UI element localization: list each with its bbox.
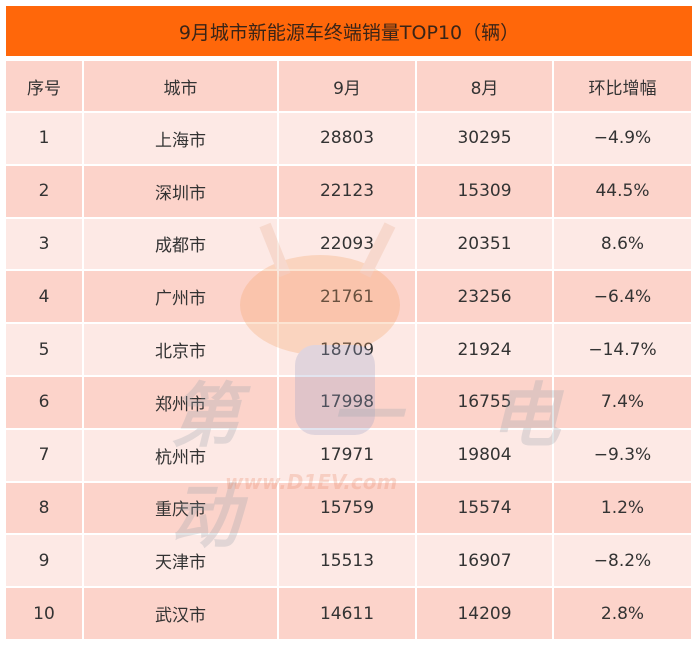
header-aug: 8月 <box>417 61 552 111</box>
cell-sep-sales: 17998 <box>279 376 415 428</box>
cell-aug-sales: 21924 <box>417 324 552 375</box>
header-rank: 序号 <box>6 61 82 111</box>
cell-sep-sales: 18709 <box>279 324 415 375</box>
header-sep: 9月 <box>279 61 415 111</box>
cell-mom-change: 44.5% <box>554 165 691 217</box>
cell-mom-change: 8.6% <box>554 218 691 270</box>
cell-aug-sales: 14209 <box>417 588 552 639</box>
cell-rank: 1 <box>6 113 82 164</box>
cell-city: 广州市 <box>84 271 277 323</box>
header-change: 环比增幅 <box>554 61 691 111</box>
cell-city: 北京市 <box>84 324 277 375</box>
cell-rank: 9 <box>6 535 82 587</box>
cell-sep-sales: 22123 <box>279 165 415 217</box>
cell-aug-sales: 23256 <box>417 271 552 323</box>
cell-mom-change: −8.2% <box>554 535 691 587</box>
cell-city: 深圳市 <box>84 165 277 217</box>
cell-rank: 8 <box>6 482 82 534</box>
table-row: 5 北京市 18709 21924 −14.7% <box>6 324 691 375</box>
cell-mom-change: −6.4% <box>554 271 691 323</box>
cell-city: 武汉市 <box>84 588 277 639</box>
cell-mom-change: 1.2% <box>554 482 691 534</box>
cell-city: 成都市 <box>84 218 277 270</box>
cell-mom-change: −9.3% <box>554 429 691 481</box>
sales-table: 序号 城市 9月 8月 环比增幅 1 上海市 28803 30295 −4.9% 2 深圳市… <box>4 59 693 641</box>
table-row: 6 郑州市 17998 16755 7.4% <box>6 376 691 428</box>
cell-sep-sales: 21761 <box>279 271 415 323</box>
table-row: 7 杭州市 17971 19804 −9.3% <box>6 429 691 481</box>
header-city: 城市 <box>84 61 277 111</box>
table-row: 2 深圳市 22123 15309 44.5% <box>6 165 691 217</box>
cell-mom-change: −4.9% <box>554 113 691 164</box>
table-row: 8 重庆市 15759 15574 1.2% <box>6 482 691 534</box>
cell-aug-sales: 30295 <box>417 113 552 164</box>
cell-rank: 4 <box>6 271 82 323</box>
cell-mom-change: 7.4% <box>554 376 691 428</box>
cell-rank: 3 <box>6 218 82 270</box>
cell-aug-sales: 16755 <box>417 376 552 428</box>
cell-mom-change: −14.7% <box>554 324 691 375</box>
cell-sep-sales: 14611 <box>279 588 415 639</box>
table-title: 9月城市新能源车终端销量TOP10（辆） <box>6 6 692 56</box>
cell-aug-sales: 16907 <box>417 535 552 587</box>
cell-sep-sales: 17971 <box>279 429 415 481</box>
table-row: 10 武汉市 14611 14209 2.8% <box>6 588 691 639</box>
cell-sep-sales: 15513 <box>279 535 415 587</box>
cell-sep-sales: 22093 <box>279 218 415 270</box>
table-row: 9 天津市 15513 16907 −8.2% <box>6 535 691 587</box>
cell-sep-sales: 15759 <box>279 482 415 534</box>
cell-aug-sales: 15309 <box>417 165 552 217</box>
cell-rank: 2 <box>6 165 82 217</box>
cell-city: 郑州市 <box>84 376 277 428</box>
cell-city: 重庆市 <box>84 482 277 534</box>
cell-sep-sales: 28803 <box>279 113 415 164</box>
cell-city: 天津市 <box>84 535 277 587</box>
cell-rank: 6 <box>6 376 82 428</box>
cell-rank: 7 <box>6 429 82 481</box>
cell-aug-sales: 20351 <box>417 218 552 270</box>
cell-rank: 5 <box>6 324 82 375</box>
cell-city: 上海市 <box>84 113 277 164</box>
table-row: 4 广州市 21761 23256 −6.4% <box>6 271 691 323</box>
cell-aug-sales: 15574 <box>417 482 552 534</box>
cell-city: 杭州市 <box>84 429 277 481</box>
table-row: 3 成都市 22093 20351 8.6% <box>6 218 691 270</box>
table-row: 1 上海市 28803 30295 −4.9% <box>6 113 691 164</box>
header-row: 序号 城市 9月 8月 环比增幅 <box>6 61 691 111</box>
cell-aug-sales: 19804 <box>417 429 552 481</box>
cell-rank: 10 <box>6 588 82 639</box>
cell-mom-change: 2.8% <box>554 588 691 639</box>
